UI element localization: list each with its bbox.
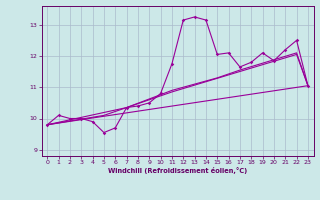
X-axis label: Windchill (Refroidissement éolien,°C): Windchill (Refroidissement éolien,°C) [108, 167, 247, 174]
